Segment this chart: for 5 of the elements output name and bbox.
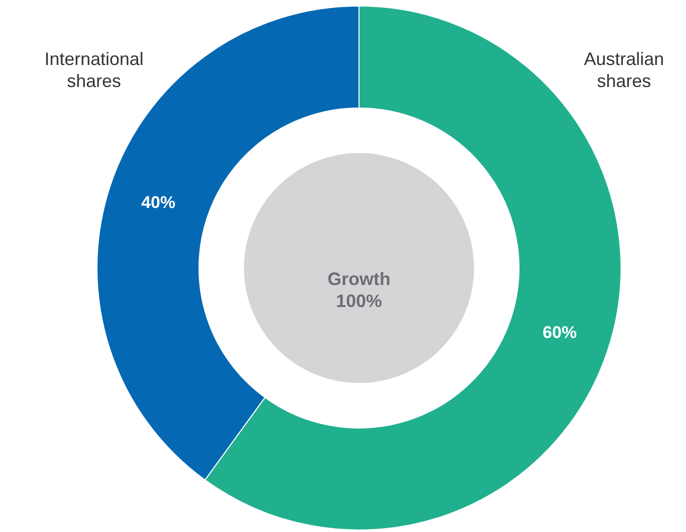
slice-label: Australian shares [584, 49, 664, 91]
text: Growth 100% [328, 269, 390, 311]
data-label: 60% [542, 323, 577, 342]
data-label: 40% [141, 192, 176, 212]
slice-label: International shares [44, 49, 144, 91]
